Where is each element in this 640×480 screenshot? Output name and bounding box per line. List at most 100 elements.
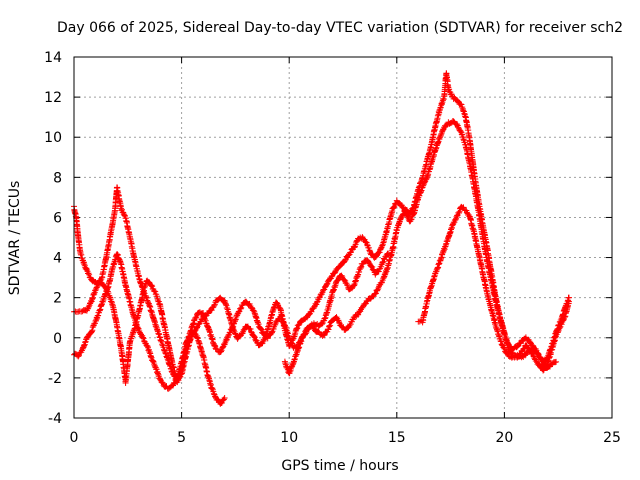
data-point-group xyxy=(363,257,374,269)
data-point-group xyxy=(445,222,456,241)
data-point-group xyxy=(462,207,473,220)
plot-area xyxy=(71,70,572,407)
data-point-group xyxy=(376,275,387,288)
data-point-group xyxy=(514,350,524,361)
data-point-group xyxy=(161,347,172,364)
data-point-group xyxy=(195,338,206,359)
data-point-group xyxy=(204,323,215,340)
data-point-group xyxy=(320,328,331,339)
data-point-group xyxy=(152,323,163,340)
data-point-group xyxy=(415,317,425,325)
data-point-group xyxy=(144,343,154,360)
data-point xyxy=(221,394,228,401)
data-point-group xyxy=(428,147,439,166)
data-point-group xyxy=(144,297,154,315)
y-tick-label: 6 xyxy=(53,210,62,226)
data-point-group xyxy=(492,295,503,320)
data-point-group xyxy=(303,310,313,321)
y-axis-label: SDTVAR / TECUs xyxy=(7,181,23,296)
data-point-group xyxy=(286,360,297,377)
data-point-group xyxy=(101,282,111,295)
data-point-group xyxy=(81,262,92,277)
x-tick-label: 20 xyxy=(495,430,513,446)
x-tick-label: 0 xyxy=(70,430,79,446)
data-point-group xyxy=(380,264,391,281)
data-point-group xyxy=(540,361,550,374)
data-point-group xyxy=(131,312,142,334)
data-point-group xyxy=(518,335,529,344)
data-point-group xyxy=(443,70,452,91)
y-tick-label: 14 xyxy=(44,50,62,66)
data-point-group xyxy=(200,310,210,329)
data-point-group xyxy=(346,283,356,293)
data-point-group xyxy=(234,304,245,317)
data-point-group xyxy=(432,135,443,153)
data-point-group xyxy=(484,245,495,275)
data-point-group xyxy=(411,187,421,209)
data-point-group xyxy=(178,348,189,373)
data-point-group xyxy=(458,101,469,120)
data-point-group xyxy=(432,107,443,129)
data-point-group xyxy=(419,158,430,181)
data-point-group xyxy=(299,327,309,341)
data-point-group xyxy=(398,208,408,221)
data-point-group xyxy=(458,129,469,148)
data-point-group xyxy=(527,339,537,351)
data-point-group xyxy=(312,327,322,335)
data-point-group xyxy=(514,340,524,350)
y-tick-label: -2 xyxy=(48,371,62,387)
data-point-group xyxy=(436,247,447,264)
data-point-group xyxy=(561,300,572,321)
data-point-group xyxy=(157,376,167,389)
data-point-group xyxy=(333,263,343,273)
data-point-group xyxy=(148,282,159,295)
data-point-group xyxy=(557,315,567,330)
data-point-group xyxy=(75,234,84,255)
data-point-group xyxy=(264,312,275,333)
data-point-group xyxy=(350,237,361,251)
data-point-group xyxy=(152,364,163,382)
data-point-group xyxy=(479,271,490,295)
data-point-group xyxy=(135,325,146,340)
data-point-group xyxy=(342,324,352,333)
y-tick-label: 12 xyxy=(44,90,62,106)
y-tick-label: 2 xyxy=(53,291,62,307)
data-point-group xyxy=(548,333,559,353)
data-point-group xyxy=(441,121,451,131)
data-point-group xyxy=(122,282,133,305)
data-point-group xyxy=(363,239,374,257)
data-point-group xyxy=(441,235,451,253)
data-point-group xyxy=(88,287,99,305)
data-point-group xyxy=(251,310,262,328)
data-point-group xyxy=(273,299,283,312)
series-trace-e xyxy=(415,203,572,374)
data-point-group xyxy=(462,141,473,167)
data-point-group xyxy=(83,330,94,341)
data-point-group xyxy=(290,348,301,366)
data-point-group xyxy=(346,316,357,329)
data-point-group xyxy=(380,223,391,245)
data-point-group xyxy=(475,250,486,276)
data-point-group xyxy=(428,270,439,290)
x-tick-label: 5 xyxy=(177,430,186,446)
data-point-group xyxy=(307,303,318,315)
data-point-group xyxy=(376,258,387,272)
data-point-group xyxy=(114,323,125,352)
data-point-group xyxy=(157,301,168,328)
data-point-group xyxy=(264,330,275,342)
data-point-group xyxy=(127,298,137,320)
data-point-group xyxy=(187,317,198,336)
data-point-group xyxy=(342,252,352,264)
data-point-group xyxy=(359,300,369,311)
data-point-group xyxy=(114,251,124,267)
data-point-group xyxy=(118,206,128,219)
data-point-group xyxy=(277,313,288,328)
axis-ticks: 0 5 10 15 20 25 -4 -2 0 2 4 6 8 10 12 14 xyxy=(44,50,621,446)
data-point-group xyxy=(107,209,118,238)
y-tick-label: -4 xyxy=(48,411,62,427)
data-point-group xyxy=(208,335,219,352)
data-point-group xyxy=(294,335,305,354)
data-point-group xyxy=(320,280,331,293)
data-point-group xyxy=(393,215,404,234)
data-point-group xyxy=(423,284,434,305)
